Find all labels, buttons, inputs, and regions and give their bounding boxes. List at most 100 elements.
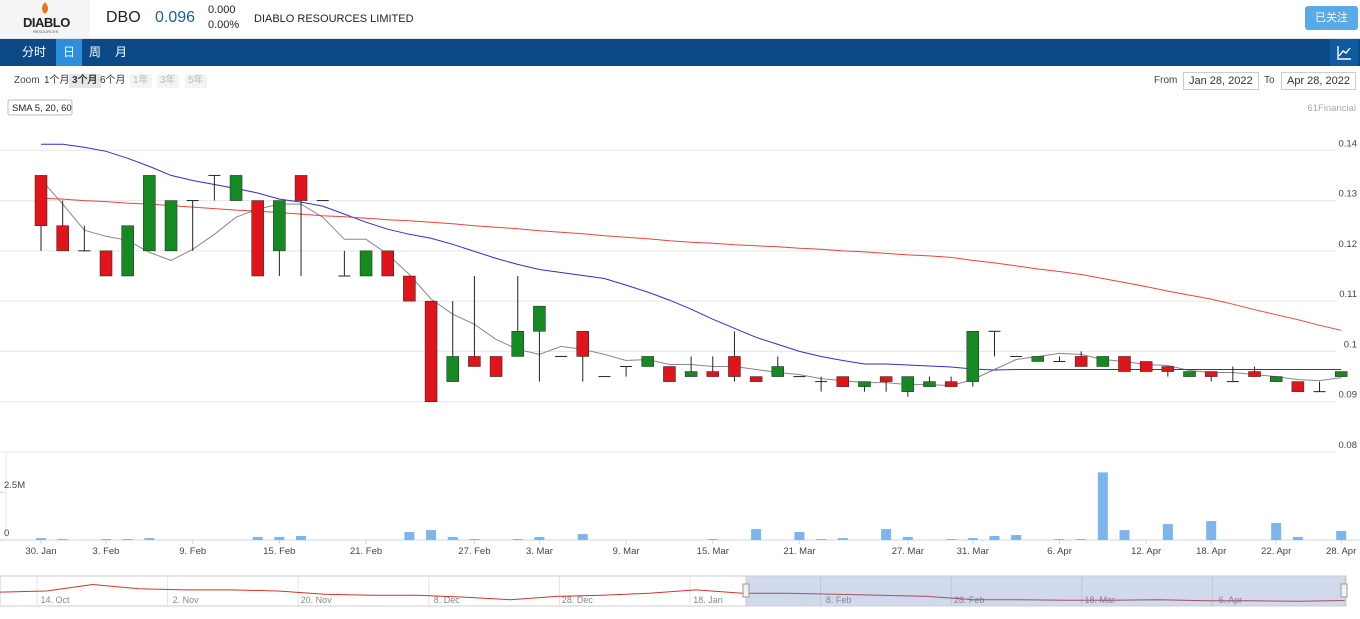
candle-body <box>1183 371 1196 377</box>
to-label: To <box>1264 75 1275 86</box>
zoom-option[interactable]: 1年 <box>130 74 152 88</box>
x-tick-label: 9. Feb <box>179 546 206 557</box>
volume-bar <box>144 538 155 540</box>
navigator-selection <box>745 575 1346 607</box>
candle-body <box>749 376 763 382</box>
logo-subtext: RESOURCES <box>33 29 59 34</box>
volume-bar <box>946 539 957 540</box>
to-input[interactable]: Apr 28, 2022 <box>1281 72 1356 90</box>
candle-body <box>1269 376 1283 382</box>
change: 0.000 <box>208 4 236 16</box>
candle-body <box>1139 361 1153 372</box>
y-tick-label: 0.09 <box>1339 390 1358 401</box>
x-tick-label: 18. Apr <box>1196 546 1226 557</box>
x-tick-label: 15. Mar <box>697 546 729 557</box>
volume-bar <box>881 529 892 540</box>
navigator-handle[interactable] <box>1340 583 1348 598</box>
navigator-line <box>0 583 1346 602</box>
price: 0.096 <box>155 9 196 26</box>
tab[interactable]: 月 <box>114 45 127 59</box>
x-tick-label: 3. Feb <box>93 546 120 557</box>
candle-body <box>489 356 503 377</box>
from-input[interactable]: Jan 28, 2022 <box>1183 72 1259 90</box>
volume-bar <box>1097 472 1108 540</box>
candle-body <box>1248 371 1261 377</box>
zoom-option[interactable]: 5年 <box>185 74 207 88</box>
x-tick-label: 21. Mar <box>783 546 815 557</box>
y-tick-label: 0.12 <box>1339 239 1358 250</box>
volume-bar <box>1206 521 1217 540</box>
candle-body <box>56 225 69 252</box>
candle-body <box>879 376 893 382</box>
from-label: From <box>1154 75 1178 86</box>
candle-body <box>338 275 351 277</box>
zoom-option[interactable]: 3年 <box>157 74 179 88</box>
sma-line <box>40 197 1342 331</box>
volume-bar <box>274 536 285 540</box>
volume-bar <box>122 539 133 540</box>
volume-bar <box>534 536 545 540</box>
volume-bar <box>1292 536 1303 540</box>
volume-bar <box>57 539 68 540</box>
tab[interactable]: 日 <box>56 39 82 66</box>
candle-body <box>121 225 134 277</box>
volume-bar <box>101 539 112 540</box>
legend-box <box>7 99 73 116</box>
zoom-option[interactable]: 1个月 <box>44 75 70 86</box>
candle-body <box>620 366 633 368</box>
zoom-option[interactable]: 6个月 <box>100 75 126 86</box>
volume-bar <box>1162 524 1173 540</box>
candle-body <box>1226 381 1239 383</box>
volume-bar <box>447 536 458 540</box>
candle-body <box>294 175 308 201</box>
candle-body <box>771 366 785 377</box>
x-tick-label: 31. Mar <box>957 546 989 557</box>
volume-bar <box>794 531 805 540</box>
chart-toggle[interactable] <box>1330 39 1358 66</box>
navigator-label: 28. Dec <box>562 595 594 605</box>
volume-bar <box>469 539 480 540</box>
y-tick-label: 0.13 <box>1339 189 1358 200</box>
candle-body <box>533 305 546 332</box>
tab[interactable]: 分时 <box>21 45 46 59</box>
candle-body <box>316 200 329 202</box>
y-tick-label: 0.14 <box>1339 138 1358 149</box>
y-tick-label: 0.1 <box>1344 339 1357 350</box>
volume-bar <box>1011 535 1022 540</box>
volume-bar <box>36 538 46 540</box>
follow-button[interactable]: 已关注 <box>1305 6 1358 30</box>
tab[interactable]: 周 <box>88 45 101 59</box>
zoom-option[interactable]: 3个月 <box>69 74 101 88</box>
navigator-label: 14. Oct <box>40 595 70 605</box>
candle-body <box>1204 371 1218 377</box>
candle-body <box>229 175 243 201</box>
zoom-label: Zoom <box>14 75 40 86</box>
x-tick-label: 27. Mar <box>892 546 924 557</box>
navigator-handle[interactable] <box>742 583 750 598</box>
candle-body <box>1074 356 1088 367</box>
volume-bar <box>816 539 827 540</box>
candle-body <box>901 376 915 392</box>
navigator-label: 8. Dec <box>434 595 461 605</box>
candle-body <box>34 175 48 226</box>
candle-body <box>251 200 264 277</box>
candle-body <box>1161 366 1175 372</box>
flame <box>41 2 49 14</box>
candle-body <box>684 371 698 377</box>
logo: DIABLO RESOURCES <box>0 0 90 38</box>
candle-body <box>966 331 980 382</box>
icon-stroke <box>1337 46 1351 60</box>
x-tick-label: 6. Apr <box>1047 546 1072 557</box>
x-tick-label: 21. Feb <box>350 546 382 557</box>
candle-body <box>446 356 459 382</box>
logo-text: DIABLO <box>23 15 70 30</box>
candle-body <box>511 331 524 357</box>
candle-body <box>1096 356 1110 367</box>
volume-bar <box>1271 522 1282 540</box>
candle-body <box>164 200 178 252</box>
candle-body <box>858 381 871 387</box>
volume-bar <box>1336 531 1347 540</box>
x-tick-label: 3. Mar <box>526 546 553 557</box>
candle-body <box>663 366 676 382</box>
